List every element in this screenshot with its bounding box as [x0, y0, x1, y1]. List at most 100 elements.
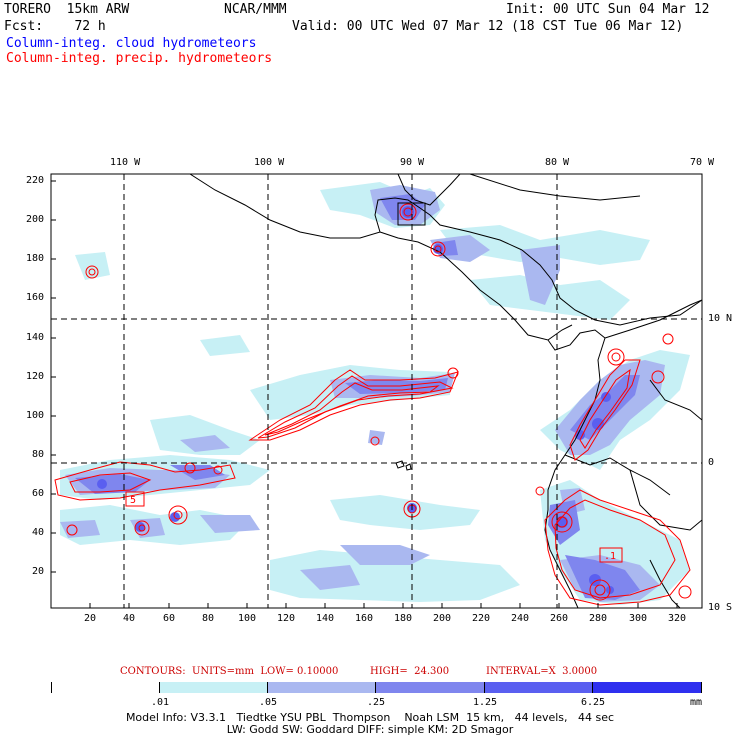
caribbean-coast: [521, 249, 702, 326]
colorbar-unit: mm: [690, 697, 703, 708]
contour-cell: [447, 367, 459, 379]
contour-cell: [434, 245, 442, 253]
panama: [547, 329, 606, 351]
guatemala-box: [397, 202, 426, 226]
contour-cell: [651, 370, 665, 384]
contour-label-box-south: [599, 547, 623, 563]
contour-andes-chain: [569, 359, 641, 461]
contour-cell: [662, 333, 674, 345]
model-title: TORERO 15km ARW: [4, 2, 130, 17]
contour-cell: [168, 505, 188, 525]
contour-cell: [370, 436, 380, 446]
contour-cell: [403, 207, 413, 217]
contour-label-01: .1: [604, 551, 616, 562]
lat-label-10s: 10 S: [708, 602, 733, 613]
contour-cell: [134, 520, 150, 536]
south-america-west: [544, 337, 606, 608]
mexico-coast: [189, 174, 573, 341]
grid-x-label: 60: [163, 613, 176, 624]
grid-y-label: 60: [32, 488, 45, 499]
contour-cell: [399, 203, 417, 221]
colorbar-label: .05: [259, 697, 278, 708]
contour-cell: [535, 486, 545, 496]
contour-cell: [88, 268, 96, 276]
contour-cell: [184, 462, 196, 474]
lat-label-10n: 10 N: [708, 313, 733, 324]
valid-time: Valid: 00 UTC Wed 07 Mar 12 (18 CST Tue …: [292, 19, 684, 34]
colorbar-label: 6.25: [581, 697, 606, 708]
colorbar-cell: [268, 682, 376, 693]
grid-x-label: 280: [589, 613, 608, 624]
colorbar-label: .01: [151, 697, 170, 708]
init-time: Init: 00 UTC Sun 04 Mar 12: [506, 2, 710, 17]
lat-label-0: 0: [708, 457, 715, 468]
grid-x-label: 100: [238, 613, 257, 624]
contour-cell: [607, 348, 625, 366]
cuba: [469, 174, 641, 201]
contour-label-box-west: [125, 491, 145, 507]
yucatan: [397, 174, 461, 206]
contour-south-america-1: [544, 489, 691, 606]
contour-itcz-band-3: [264, 382, 440, 436]
grid-y-label: 160: [26, 292, 45, 303]
colorbar-label: 1.25: [473, 697, 498, 708]
contour-west-cluster-inner: [69, 472, 152, 493]
peru-bolivia: [649, 559, 681, 608]
contour-south-america-2: [554, 499, 676, 599]
contour-info-high: HIGH= 24.300: [370, 666, 450, 677]
grid-x-label: 120: [277, 613, 296, 624]
contour-cell: [173, 510, 183, 520]
grid-x-label: 320: [668, 613, 687, 624]
model-info-line-1: Model Info: V3.3.1 Tiedtke YSU PBL Thomp…: [125, 711, 615, 724]
grid-x-label: 260: [550, 613, 569, 624]
contour-cell: [85, 265, 99, 279]
grid-x-label: 20: [84, 613, 97, 624]
org-label: NCAR/MMM: [224, 2, 287, 17]
latlon-grid: [51, 174, 702, 608]
grid-x-label: 80: [202, 613, 215, 624]
grid-y-label: 180: [26, 253, 45, 264]
colombia-border: [604, 299, 702, 339]
contour-cell: [551, 511, 573, 533]
contour-info-units: CONTOURS: UNITS=mm LOW= 0.10000: [120, 666, 339, 677]
grid-y-label: 80: [32, 449, 45, 460]
grid-y-label: 20: [32, 566, 45, 577]
colorbar-cell: [593, 682, 701, 693]
galapagos: [395, 460, 412, 471]
contour-cell: [138, 524, 146, 532]
contour-andes-chain-inner: [579, 368, 631, 449]
precip-field-label: Column-integ. precip. hydrometeors: [6, 51, 273, 66]
contour-cell: [430, 241, 446, 257]
contour-cell: [213, 465, 223, 475]
colorbar-cell: [376, 682, 485, 693]
colombia-east: [649, 379, 702, 421]
contour-cell: [678, 585, 692, 599]
cloud-field-label: Column-integ. cloud hydrometeors: [6, 36, 257, 51]
lon-label-90w: 90 W: [400, 157, 425, 168]
grid-x-label: 180: [394, 613, 413, 624]
map-frame: [50, 173, 703, 609]
peru-brazil-border: [629, 469, 702, 531]
contour-label-5: 5: [130, 495, 136, 506]
grid-x-label: 300: [629, 613, 648, 624]
contour-info-interval: INTERVAL=X 3.0000: [486, 666, 598, 677]
lon-label-100w: 100 W: [254, 157, 285, 168]
grid-y-label: 40: [32, 527, 45, 538]
grid-y-label: 100: [26, 410, 45, 421]
model-info-line-2: LW: Godd SW: Goddard DIFF: simple KM: 2D…: [226, 723, 514, 736]
grid-x-label: 160: [355, 613, 374, 624]
contour-cell: [589, 579, 611, 601]
contour-cell: [556, 516, 568, 528]
contour-cell: [594, 584, 606, 596]
colorbar-cell: [160, 682, 268, 693]
grid-x-label: 200: [433, 613, 452, 624]
grid-y-label: 220: [26, 175, 45, 186]
colorbar-cell: [485, 682, 593, 693]
grid-ticks: [51, 180, 678, 608]
colorbar-cell: [52, 682, 160, 693]
grid-x-label: 140: [316, 613, 335, 624]
grid-y-label: 200: [26, 214, 45, 225]
contour-cell: [66, 524, 78, 536]
grid-y-label: 120: [26, 371, 45, 382]
